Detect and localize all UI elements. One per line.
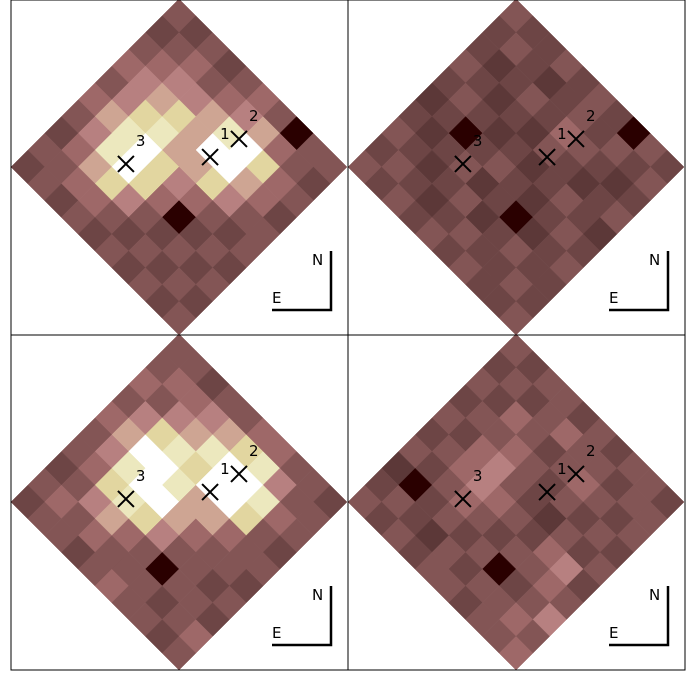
marker-label: 1 [220,125,230,143]
marker-label: 1 [557,460,567,478]
compass-north: N [312,586,323,604]
compass-north: N [649,251,660,269]
marker-label: 2 [249,442,259,460]
compass-north: N [649,586,660,604]
marker-label: 1 [220,460,230,478]
panel: 1 2 3 N E [348,334,685,670]
marker-label: 3 [136,467,146,485]
marker-label: 2 [586,442,596,460]
compass-east: E [272,624,281,642]
marker-label: 2 [249,107,259,125]
compass-north: N [312,251,323,269]
marker-label: 3 [136,132,146,150]
marker-label: 3 [473,467,483,485]
figure: 1 2 3 N E 1 2 3 N E 1 2 3 N E 1 2 3 N E [0,0,699,673]
compass-east: E [609,624,618,642]
marker-label: 1 [557,125,567,143]
compass-east: E [272,289,281,307]
compass-east: E [609,289,618,307]
panel: 1 2 3 N E [11,334,348,670]
panel: 1 2 3 N E [348,0,685,335]
marker-label: 2 [586,107,596,125]
marker-label: 3 [473,132,483,150]
page: {"chart_data": [ {"type": "heatmap", "vl… [0,0,699,673]
panel: 1 2 3 N E [11,0,348,335]
